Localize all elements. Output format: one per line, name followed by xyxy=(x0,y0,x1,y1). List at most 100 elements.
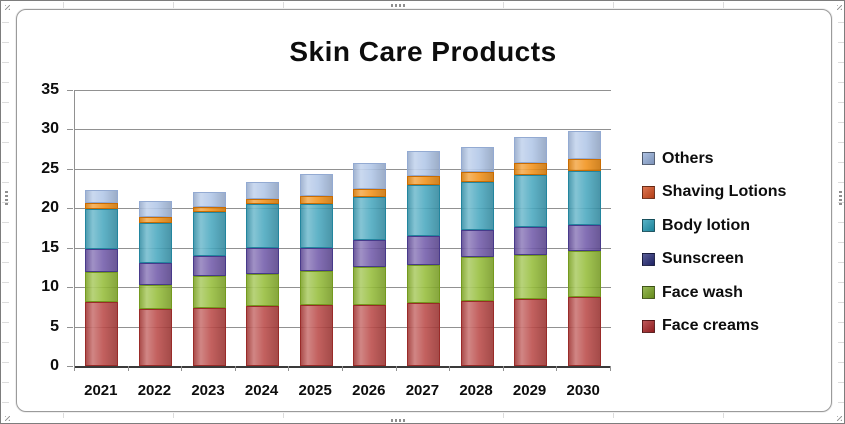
worksheet-gridline xyxy=(2,402,9,403)
bar-2026[interactable] xyxy=(353,163,387,366)
resize-handle-right[interactable] xyxy=(839,189,842,205)
bar-segment-sunscreen[interactable] xyxy=(514,227,548,255)
legend-swatch xyxy=(642,319,655,333)
bar-2024[interactable] xyxy=(246,182,280,366)
bar-2025[interactable] xyxy=(299,173,333,366)
bar-segment-face-wash[interactable] xyxy=(299,271,333,305)
bar-segment-face-creams[interactable] xyxy=(299,304,333,366)
worksheet-gridline xyxy=(2,22,9,23)
legend-item-body-lotion[interactable]: Body lotion xyxy=(642,209,832,243)
bar-segment-sunscreen[interactable] xyxy=(299,247,333,272)
bar-segment-face-wash[interactable] xyxy=(567,250,601,298)
resize-handle-bottom[interactable] xyxy=(391,419,407,422)
bar-segment-body-lotion[interactable] xyxy=(353,196,387,240)
bar-2021[interactable] xyxy=(85,190,119,366)
bar-segment-face-creams[interactable] xyxy=(460,300,494,366)
bar-segment-sunscreen[interactable] xyxy=(192,255,226,277)
bar-segment-body-lotion[interactable] xyxy=(514,175,548,228)
bar-segment-face-wash[interactable] xyxy=(353,266,387,306)
bar-segment-sunscreen[interactable] xyxy=(353,239,387,267)
resize-handle-top-left[interactable] xyxy=(5,5,10,10)
bar-segment-body-lotion[interactable] xyxy=(138,223,172,263)
resize-handle-left[interactable] xyxy=(5,189,8,205)
bar-segment-body-lotion[interactable] xyxy=(460,182,494,231)
bar-segment-sunscreen[interactable] xyxy=(246,247,280,274)
bar-segment-others[interactable] xyxy=(514,136,548,164)
legend-item-sunscreen[interactable]: Sunscreen xyxy=(642,243,832,277)
bar-segment-sunscreen[interactable] xyxy=(85,249,119,273)
worksheet-gridline xyxy=(2,382,9,383)
bar-segment-shaving-lotions[interactable] xyxy=(246,198,280,205)
legend-item-shaving-lotions[interactable]: Shaving Lotions xyxy=(642,176,832,210)
bar-segment-sunscreen[interactable] xyxy=(460,230,494,258)
y-axis-tick xyxy=(67,326,73,328)
bar-segment-others[interactable] xyxy=(299,173,333,196)
resize-handle-bottom-right[interactable] xyxy=(837,416,842,421)
bar-segment-shaving-lotions[interactable] xyxy=(460,172,494,183)
bar-segment-others[interactable] xyxy=(85,190,119,203)
bar-segment-others[interactable] xyxy=(567,131,601,159)
bar-2030[interactable] xyxy=(567,131,601,366)
bar-segment-face-wash[interactable] xyxy=(406,265,440,303)
bar-segment-shaving-lotions[interactable] xyxy=(299,195,333,204)
bar-segment-others[interactable] xyxy=(246,182,280,199)
bar-segment-shaving-lotions[interactable] xyxy=(406,176,440,186)
worksheet-gridline xyxy=(838,62,844,63)
bar-segment-body-lotion[interactable] xyxy=(85,209,119,250)
bar-segment-face-wash[interactable] xyxy=(460,257,494,301)
y-axis-tick xyxy=(67,366,73,367)
bar-segment-shaving-lotions[interactable] xyxy=(192,206,226,213)
legend-item-face-wash[interactable]: Face wash xyxy=(642,276,832,310)
bar-segment-face-creams[interactable] xyxy=(85,302,119,366)
legend-item-face-creams[interactable]: Face creams xyxy=(642,310,832,344)
bar-segment-shaving-lotions[interactable] xyxy=(514,163,548,176)
bar-segment-face-creams[interactable] xyxy=(514,298,548,366)
bar-2029[interactable] xyxy=(514,136,548,366)
bar-segment-body-lotion[interactable] xyxy=(299,203,333,248)
legend[interactable]: Others Shaving Lotions Body lotion Sunscree… xyxy=(642,142,832,343)
bar-2022[interactable] xyxy=(138,201,172,366)
bar-segment-body-lotion[interactable] xyxy=(567,171,601,225)
resize-handle-top-right[interactable] xyxy=(837,5,842,10)
bar-segment-face-creams[interactable] xyxy=(246,306,280,366)
worksheet-gridline xyxy=(613,2,614,9)
bar-segment-face-creams[interactable] xyxy=(192,308,226,366)
bar-segment-sunscreen[interactable] xyxy=(567,224,601,251)
bar-segment-face-creams[interactable] xyxy=(567,297,601,366)
chart-title[interactable]: Skin Care Products xyxy=(289,36,557,67)
bar-segment-shaving-lotions[interactable] xyxy=(138,217,172,224)
bar-segment-body-lotion[interactable] xyxy=(406,185,440,236)
bar-segment-face-wash[interactable] xyxy=(514,254,548,299)
worksheet-gridline xyxy=(2,122,9,123)
bar-segment-face-creams[interactable] xyxy=(138,309,172,366)
bar-segment-body-lotion[interactable] xyxy=(192,212,226,256)
legend-item-others[interactable]: Others xyxy=(642,142,832,176)
resize-handle-top[interactable] xyxy=(391,4,407,7)
bar-segment-shaving-lotions[interactable] xyxy=(353,188,387,197)
bar-2028[interactable] xyxy=(460,146,494,366)
bar-segment-others[interactable] xyxy=(460,146,494,173)
bar-segment-face-wash[interactable] xyxy=(192,276,226,309)
bar-2027[interactable] xyxy=(406,150,440,366)
resize-handle-bottom-left[interactable] xyxy=(5,416,10,421)
bar-2023[interactable] xyxy=(192,191,226,366)
bar-segment-face-wash[interactable] xyxy=(85,272,119,303)
bar-segment-sunscreen[interactable] xyxy=(138,262,172,285)
bar-segment-face-creams[interactable] xyxy=(353,305,387,366)
plot-area[interactable] xyxy=(74,90,611,368)
y-axis-tick-label: 25 xyxy=(41,159,59,177)
bar-segment-others[interactable] xyxy=(192,191,226,207)
bar-segment-body-lotion[interactable] xyxy=(246,204,280,248)
bar-segment-others[interactable] xyxy=(353,163,387,189)
bar-segment-others[interactable] xyxy=(406,150,440,176)
bar-segment-others[interactable] xyxy=(138,201,172,217)
worksheet-gridline xyxy=(2,162,9,163)
bar-segment-face-creams[interactable] xyxy=(406,302,440,366)
worksheet-gridline xyxy=(838,222,844,223)
bar-segment-face-wash[interactable] xyxy=(246,273,280,307)
bar-segment-face-wash[interactable] xyxy=(138,284,172,310)
bar-segment-shaving-lotions[interactable] xyxy=(567,158,601,172)
bar-segment-shaving-lotions[interactable] xyxy=(85,202,119,210)
bar-segment-sunscreen[interactable] xyxy=(406,235,440,266)
